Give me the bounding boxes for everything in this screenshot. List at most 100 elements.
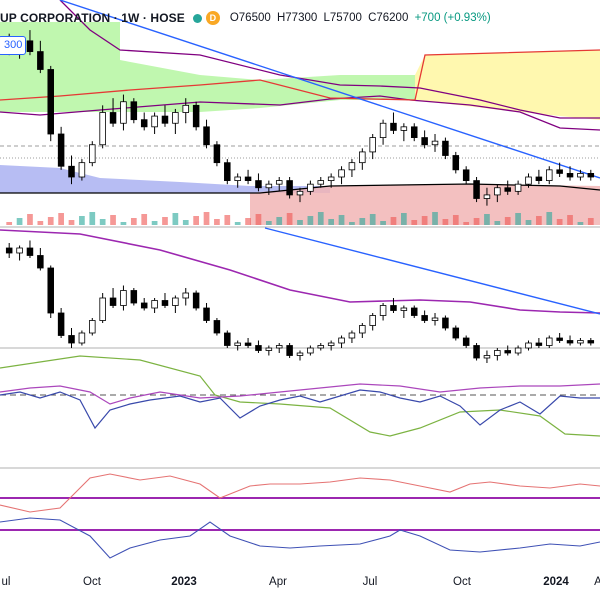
price2-candle	[307, 347, 314, 354]
volume-bar	[37, 221, 44, 225]
volume-bar	[89, 212, 96, 225]
tenkan-line	[59, 0, 600, 119]
volume-bar	[276, 217, 283, 225]
price-candle	[120, 101, 127, 124]
price-candle	[47, 69, 54, 135]
volume-bar	[463, 222, 470, 225]
volume-bar	[421, 216, 428, 225]
time-axis-label: A	[594, 576, 600, 588]
volume-bar	[6, 222, 13, 225]
price-candle	[400, 126, 408, 131]
price-candle	[410, 126, 418, 138]
price2-candle	[224, 332, 231, 346]
price-candle	[78, 162, 86, 178]
price-candle	[452, 155, 460, 171]
volume-bar	[484, 214, 490, 225]
volume-bar	[286, 213, 293, 225]
price-candle	[234, 176, 241, 181]
price-candle	[327, 176, 335, 181]
volume-bar	[234, 222, 241, 225]
price2-candle	[379, 305, 387, 316]
time-axis-label: 2023	[171, 576, 197, 588]
price2-candle	[151, 300, 158, 309]
price2-candle	[327, 342, 335, 346]
price2-candle	[535, 342, 543, 346]
price2-candle	[275, 345, 283, 349]
volume-bar	[255, 214, 262, 225]
price2-candle	[577, 340, 584, 344]
price-candle	[296, 190, 304, 196]
price-candle	[348, 162, 356, 171]
symbol-title[interactable]: UP CORPORATION · 1W · HOSE	[0, 11, 185, 25]
price2-candle	[514, 347, 522, 354]
moving-average-line	[0, 229, 600, 314]
price2-candle	[546, 337, 553, 346]
ichimoku-cloud-lower	[0, 165, 330, 193]
trendline-mid	[264, 227, 600, 315]
price-scale-tag[interactable]: 300	[0, 36, 27, 55]
price-candle	[109, 112, 117, 124]
price-candle	[286, 180, 293, 196]
ohlc-values: O76500 H77300 L75700 C76200 +700 (+0.93%…	[230, 12, 494, 24]
volume-bar	[556, 219, 563, 225]
price-candle	[546, 169, 553, 181]
time-axis-label: Oct	[453, 576, 471, 588]
price2-candle	[26, 247, 34, 256]
volume-bar	[203, 212, 210, 225]
price2-candle	[587, 340, 595, 344]
osc2-red-line	[0, 473, 600, 513]
volume-bar	[16, 218, 23, 225]
price2-candle	[244, 342, 252, 346]
data-delay-badge[interactable]: D	[205, 11, 220, 25]
price-candle	[244, 176, 252, 181]
price2-candle	[462, 337, 470, 346]
price2-candle	[37, 255, 44, 269]
price-candle	[483, 194, 491, 199]
price-candle	[37, 51, 44, 70]
volume-bar	[27, 214, 33, 225]
price2-candle	[213, 320, 221, 334]
volume-bar	[317, 212, 324, 225]
price-candle	[369, 137, 376, 153]
price2-candle	[400, 307, 408, 311]
price-candle	[535, 176, 543, 181]
open-value: O76500	[229, 12, 271, 24]
price-candle	[525, 176, 532, 185]
price-candle	[151, 115, 158, 128]
cloud-base-line	[0, 183, 600, 194]
price2-candle	[359, 325, 366, 334]
price2-candle	[566, 340, 574, 344]
price2-candle	[338, 337, 345, 344]
price2-candle	[442, 317, 449, 329]
volume-bar	[380, 221, 386, 225]
volume-bar	[525, 220, 532, 225]
volume-bar	[546, 212, 553, 225]
price-candle	[182, 104, 190, 113]
price2-candle	[556, 337, 563, 341]
price2-candle	[109, 297, 117, 306]
volume-bar	[245, 218, 251, 225]
price2-candle	[68, 335, 75, 344]
time-axis-label: ul	[1, 576, 11, 588]
volume-bar	[473, 218, 480, 225]
price-candle	[68, 165, 75, 178]
market-status-dot	[192, 13, 202, 23]
volume-bar	[58, 213, 64, 225]
volume-bar	[536, 216, 542, 225]
volume-bar	[369, 214, 376, 225]
price-candle	[275, 180, 283, 185]
volume-bar	[442, 219, 449, 225]
price2-candle	[182, 292, 190, 299]
price2-candle	[99, 297, 106, 321]
price-candle	[462, 169, 470, 181]
volume-bar	[297, 220, 303, 225]
price2-candle	[5, 247, 13, 254]
price-candle	[99, 112, 106, 146]
price-candle	[172, 112, 179, 124]
price-candle	[140, 119, 148, 128]
osc-blue-line	[0, 389, 600, 430]
price-candle	[421, 137, 428, 146]
price2-candle	[431, 317, 439, 321]
price-candle	[504, 187, 511, 192]
